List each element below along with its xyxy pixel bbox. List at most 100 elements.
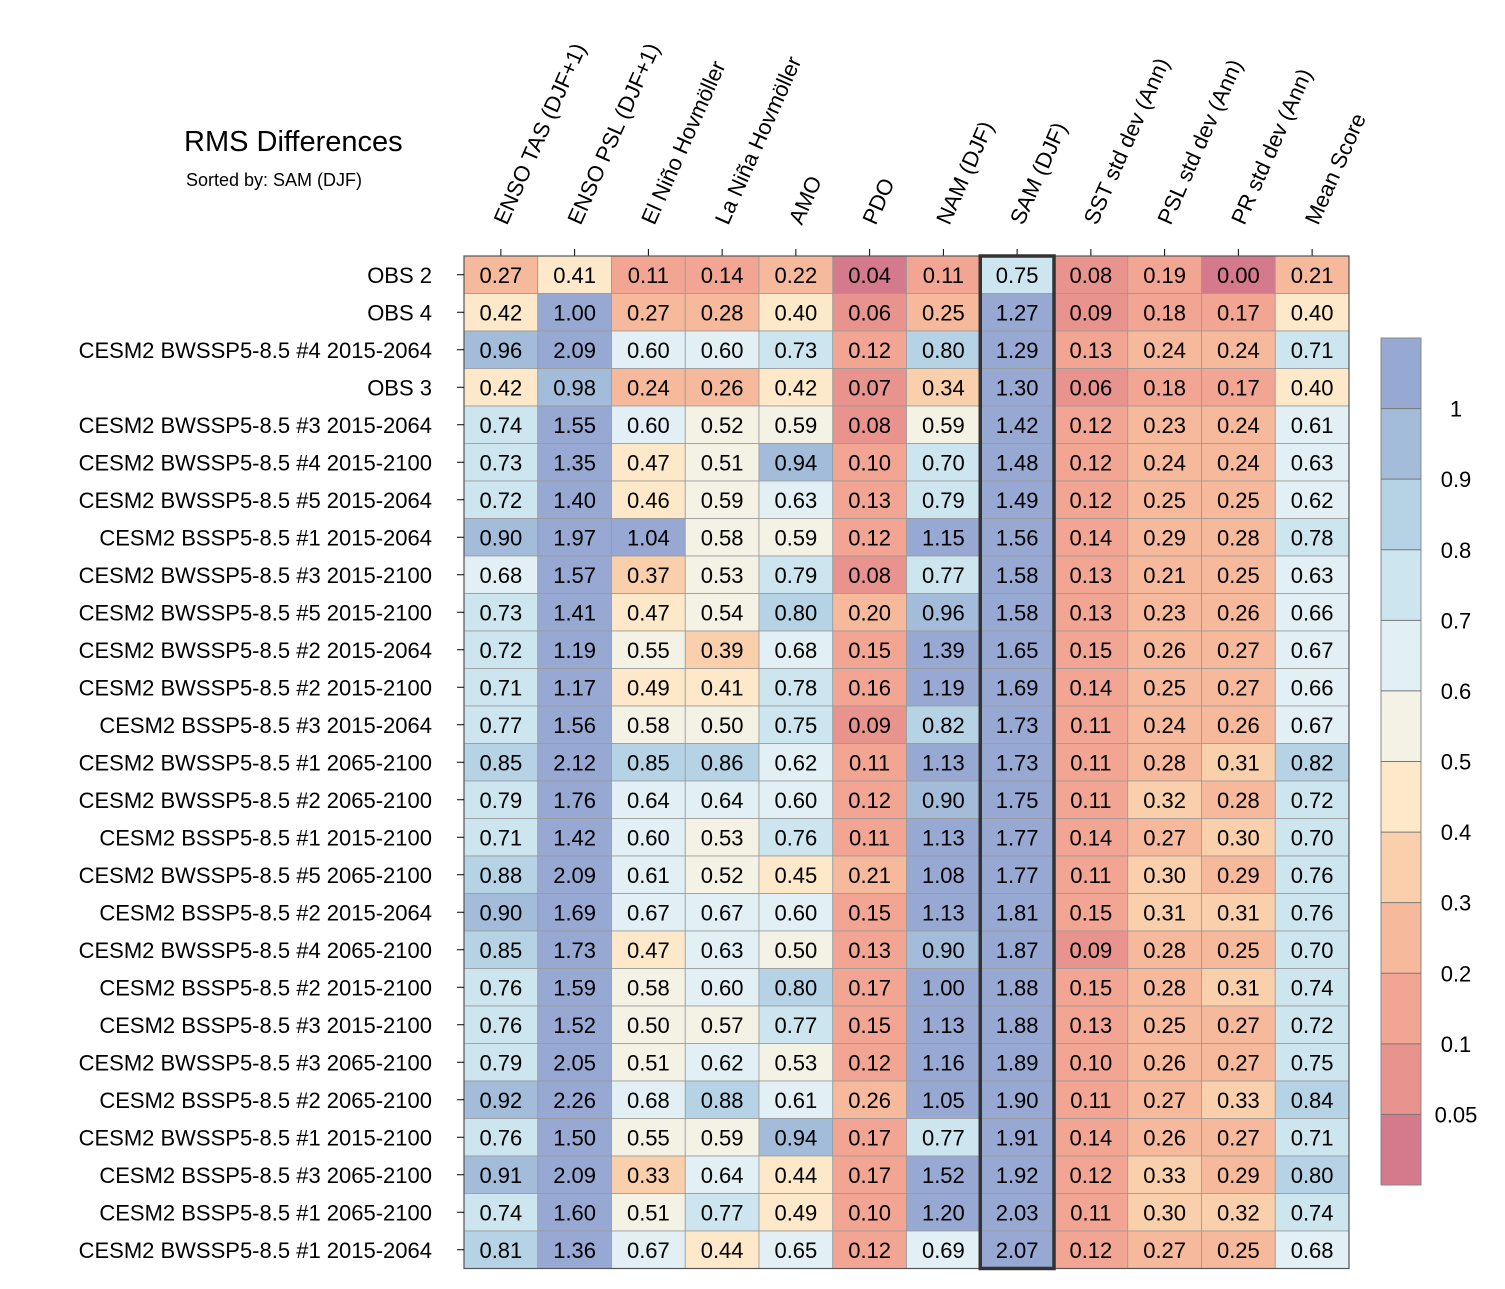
heatmap-cell xyxy=(611,1043,686,1082)
cell-value-label: 0.53 xyxy=(701,825,744,850)
cell-value-label: 0.11 xyxy=(849,825,890,850)
cell-value-label: 0.40 xyxy=(1291,375,1334,400)
heatmap-cell xyxy=(832,930,907,969)
cell-value-label: 0.09 xyxy=(1069,300,1112,325)
cell-value-label: 0.25 xyxy=(1217,938,1260,963)
cell-value-label: 0.11 xyxy=(1070,750,1111,775)
cell-value-label: 0.50 xyxy=(774,938,817,963)
row-label: CESM2 BSSP5-8.5 #3 2015-2100 xyxy=(99,1013,432,1038)
cell-value-label: 0.78 xyxy=(1291,525,1334,550)
cell-value-label: 0.11 xyxy=(923,263,964,288)
heatmap-cell xyxy=(1127,518,1202,557)
heatmap-cell xyxy=(1127,1193,1202,1232)
heatmap-cell xyxy=(758,368,834,407)
cell-value-label: 0.27 xyxy=(1143,825,1186,850)
cell-value-label: 1.17 xyxy=(553,675,596,700)
cell-value-label: 0.71 xyxy=(479,675,522,700)
heatmap-cell xyxy=(832,630,907,669)
heatmap-cell xyxy=(1127,968,1202,1007)
cell-value-label: 0.09 xyxy=(1069,938,1112,963)
cell-value-label: 0.71 xyxy=(1291,1125,1334,1150)
heatmap-cell xyxy=(611,818,686,857)
cell-value-label: 0.90 xyxy=(922,788,965,813)
heatmap-cell xyxy=(758,1118,834,1157)
cell-value-label: 0.14 xyxy=(1069,525,1112,550)
heatmap-cell xyxy=(906,1193,981,1232)
row-label: CESM2 BWSSP5-8.5 #1 2065-2100 xyxy=(79,750,432,775)
heatmap-cell xyxy=(758,818,834,857)
column-label: AMO xyxy=(784,172,827,228)
cell-value-label: 1.58 xyxy=(996,563,1039,588)
heatmap-cell xyxy=(832,818,907,857)
heatmap-cell xyxy=(611,780,686,819)
cell-value-label: 1.13 xyxy=(922,750,965,775)
cell-value-label: 0.14 xyxy=(1069,675,1112,700)
cell-value-label: 0.88 xyxy=(479,863,522,888)
cell-value-label: 0.91 xyxy=(479,1163,522,1188)
cell-value-label: 0.81 xyxy=(479,1238,522,1263)
heatmap-cell xyxy=(611,1080,686,1119)
cell-value-label: 0.64 xyxy=(627,788,670,813)
cell-value-label: 0.60 xyxy=(701,975,744,1000)
heatmap-cell xyxy=(906,1118,981,1157)
cell-value-label: 0.14 xyxy=(1069,1125,1112,1150)
cell-value-label: 0.69 xyxy=(922,1238,965,1263)
heatmap-cell xyxy=(832,1155,907,1194)
heatmap-cell xyxy=(1201,818,1276,857)
heatmap-cell xyxy=(1274,780,1350,819)
cell-value-label: 0.65 xyxy=(774,1238,817,1263)
cell-value-label: 1.04 xyxy=(627,525,670,550)
colorbar-tick-label: 0.05 xyxy=(1435,1102,1478,1127)
cell-value-label: 0.46 xyxy=(627,488,670,513)
heatmap-cell xyxy=(463,930,539,969)
row-label: CESM2 BWSSP5-8.5 #5 2015-2064 xyxy=(79,488,432,513)
heatmap-cell xyxy=(758,518,834,557)
colorbar-segment xyxy=(1381,549,1421,621)
cell-value-label: 0.39 xyxy=(701,638,744,663)
heatmap-cell xyxy=(1201,480,1276,519)
heatmap-cell xyxy=(611,1230,686,1269)
cell-value-label: 0.27 xyxy=(1217,638,1260,663)
heatmap-cell xyxy=(832,1080,907,1119)
row-label: CESM2 BWSSP5-8.5 #1 2015-2064 xyxy=(79,1238,432,1263)
cell-value-label: 0.73 xyxy=(479,600,522,625)
cell-value-label: 0.76 xyxy=(479,1125,522,1150)
cell-value-label: 0.40 xyxy=(1291,300,1334,325)
heatmap-cell xyxy=(979,668,1055,707)
cell-value-label: 0.27 xyxy=(1217,675,1260,700)
cell-value-label: 2.26 xyxy=(553,1088,596,1113)
cell-value-label: 1.52 xyxy=(922,1163,965,1188)
heatmap-cell xyxy=(463,555,539,594)
heatmap-cell xyxy=(758,405,834,444)
cell-value-label: 0.60 xyxy=(627,825,670,850)
heatmap-cell xyxy=(1274,1005,1350,1044)
cell-value-label: 0.96 xyxy=(922,600,965,625)
heatmap-cell xyxy=(1127,930,1202,969)
cell-value-label: 0.77 xyxy=(774,1013,817,1038)
heatmap-cell xyxy=(537,518,612,557)
colorbar-tick-label: 0.3 xyxy=(1441,891,1472,916)
heatmap-cell xyxy=(979,405,1055,444)
cell-value-label: 0.59 xyxy=(701,488,744,513)
cell-value-label: 0.80 xyxy=(774,975,817,1000)
cell-value-label: 0.29 xyxy=(1217,863,1260,888)
heatmap-cell xyxy=(1201,1230,1276,1269)
cell-value-label: 1.73 xyxy=(553,938,596,963)
cell-value-label: 0.28 xyxy=(701,300,744,325)
cell-value-label: 2.09 xyxy=(553,1163,596,1188)
heatmap-cell xyxy=(1053,1230,1129,1269)
cell-value-label: 0.15 xyxy=(1069,638,1112,663)
heatmap-cell xyxy=(537,893,612,932)
heatmap-cell xyxy=(1053,668,1129,707)
cell-value-label: 0.66 xyxy=(1291,600,1334,625)
cell-value-label: 0.11 xyxy=(1070,863,1111,888)
cell-value-label: 0.12 xyxy=(1069,1238,1112,1263)
colorbar-tick-label: 0.2 xyxy=(1441,961,1472,986)
colorbar-segment xyxy=(1381,620,1421,691)
colorbar: 0.05 0.1 0.2 0.3 0.4 0.5 0.6 0.7 0.8 0.9 1 xyxy=(1380,337,1478,1186)
heatmap-cell xyxy=(1053,443,1129,482)
heatmap-cell xyxy=(537,1005,612,1044)
heatmap-cell xyxy=(611,293,686,332)
heatmap-cell xyxy=(537,1230,612,1269)
heatmap-cell xyxy=(684,930,760,969)
